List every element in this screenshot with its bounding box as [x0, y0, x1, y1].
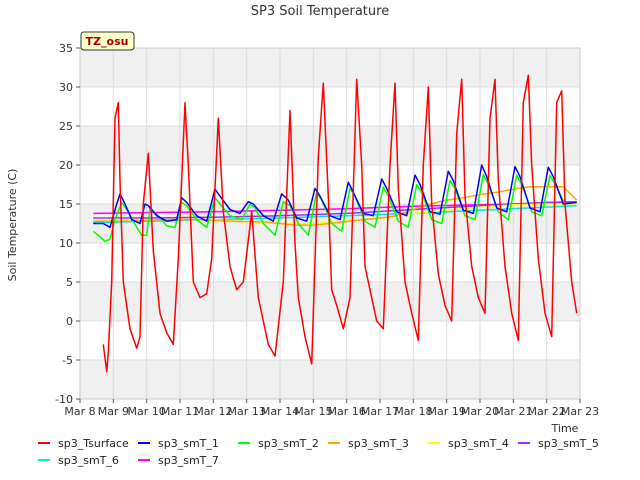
y-tick-label: 10	[59, 237, 73, 250]
series-line-sp3_smT_5	[93, 200, 577, 219]
x-tick-label: Mar 15	[294, 405, 332, 418]
grid-band	[80, 48, 580, 87]
x-tick-label: Mar 13	[228, 405, 266, 418]
x-tick-label: Mar 9	[98, 405, 129, 418]
plot-frame	[79, 47, 581, 400]
series-line-sp3_Tsurface	[102, 74, 578, 373]
y-tick-label: 30	[59, 81, 73, 94]
legend-label: sp3_smT_5	[538, 437, 599, 450]
y-tick-label: 35	[59, 42, 73, 55]
x-tick-label: Mar 18	[394, 405, 432, 418]
y-tick-label: 0	[66, 315, 73, 328]
x-tick-label: Mar 14	[261, 405, 299, 418]
legend-label: sp3_smT_2	[258, 437, 319, 450]
x-tick-label: Mar 10	[128, 405, 166, 418]
y-tick-label: -5	[62, 354, 73, 367]
grid-band	[80, 126, 580, 165]
y-tick-label: 15	[59, 198, 73, 211]
x-tick-label: Mar 8	[64, 405, 95, 418]
legend-label: sp3_smT_4	[448, 437, 509, 450]
x-tick-label: Mar 21	[494, 405, 532, 418]
y-tick-label: 5	[66, 276, 73, 289]
x-tick-label: Mar 12	[194, 405, 232, 418]
legend: sp3_Tsurface sp3_smT_1 sp3_smT_2 sp3_smT_3 s…	[38, 437, 599, 467]
y-tick-label: 25	[59, 120, 73, 133]
legend-label: sp3_smT_1	[158, 437, 219, 450]
x-tick-label: Mar 17	[361, 405, 399, 418]
x-tick-label: Mar 20	[461, 405, 499, 418]
x-tick-label: Mar 22	[528, 405, 566, 418]
tz-badge: TZ_osu	[80, 31, 135, 51]
x-axis-label: Time	[551, 422, 579, 435]
tz-badge-box	[80, 31, 135, 51]
grid-band	[80, 282, 580, 321]
x-tick-label: Mar 16	[328, 405, 366, 418]
y-tick-label: 20	[59, 159, 73, 172]
series-line-sp3_smT_1	[93, 164, 577, 229]
grid-band	[80, 360, 580, 399]
x-tick-label: Mar 11	[161, 405, 199, 418]
chart-title: SP3 Soil Temperature	[251, 4, 389, 19]
legend-label: sp3_smT_3	[348, 437, 409, 450]
y-axis-label: Soil Temperature (C)	[6, 169, 19, 282]
series-layer	[92, 74, 578, 373]
legend-label: sp3_smT_7	[158, 454, 219, 467]
tz-badge-label: TZ_osu	[86, 35, 129, 48]
legend-label: sp3_smT_6	[58, 454, 119, 467]
x-tick-label: Mar 19	[428, 405, 466, 418]
legend-label: sp3_Tsurface	[58, 437, 129, 450]
x-tick-label: Mar 23	[561, 405, 599, 418]
y-tick-label: -10	[55, 393, 73, 406]
